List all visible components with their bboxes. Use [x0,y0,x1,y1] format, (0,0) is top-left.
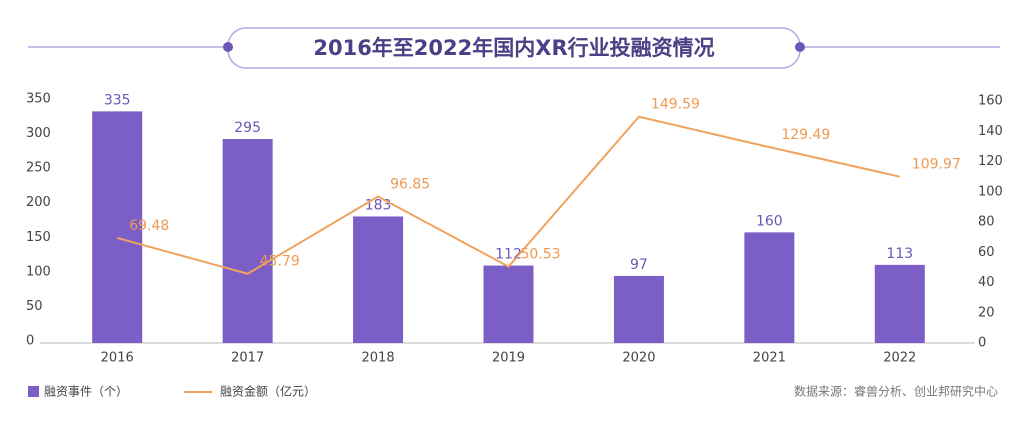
y-tick-label: 350 [26,92,51,107]
bar [613,275,664,343]
legend-label: 融资金额（亿元） [220,384,316,399]
x-tick-label: 2021 [753,351,786,366]
source: 数据来源：睿兽分析、创业邦研究中心 [794,384,998,399]
y-tick-label: 150 [26,230,51,245]
bar [874,264,925,343]
legend-label: 融资事件（个） [44,385,128,399]
legend-swatch [28,386,39,397]
x-tick-label: 2019 [492,351,525,366]
y2-tick-label: 0 [978,336,986,351]
bar [222,139,273,343]
chart-title: 2016年至2022年国内XR行业投融资情况 [313,36,714,60]
y2-tick-label: 40 [978,275,995,290]
bar [353,216,404,343]
x-tick-label: 2020 [622,351,655,366]
y-tick-label: 250 [26,161,51,176]
line-value-label: 109.97 [912,157,961,173]
bar [92,111,143,343]
x-tick-label: 2016 [101,351,134,366]
bar-value-label: 335 [104,92,131,108]
x-tick-label: 2017 [231,351,264,366]
y2-tick-label: 20 [978,305,995,320]
bar-value-label: 97 [630,257,648,273]
line [116,115,901,275]
y2-tick-label: 160 [978,94,1003,109]
y-tick-label: 50 [26,299,43,314]
line-value-label: 69.48 [129,218,169,234]
line-value-label: 129.49 [781,127,830,143]
line-value-label: 45.79 [260,254,300,270]
bar-value-label: 160 [756,213,783,229]
x-tick-label: 2022 [883,351,916,366]
bar [744,232,795,343]
x-tick-label: 2018 [362,351,395,366]
line-value-label: 149.59 [651,97,700,113]
bar [483,265,534,343]
y2-tick-label: 60 [978,245,995,260]
bar-value-label: 295 [234,120,261,136]
line-value-label: 96.85 [390,177,430,193]
bar-value-label: 113 [886,246,913,262]
y2-tick-label: 80 [978,215,995,230]
y2-tick-label: 140 [978,124,1003,139]
y-tick-label: 100 [26,264,51,279]
y-tick-label: 0 [26,334,34,349]
y2-tick-label: 100 [978,184,1003,199]
y-tick-label: 200 [26,195,51,210]
line-value-label: 50.53 [521,247,561,263]
y2-tick-label: 120 [978,154,1003,169]
bar-value-label: 183 [365,197,392,213]
banner-dot [795,42,805,52]
y-tick-label: 300 [26,126,51,141]
banner-dot [223,42,233,52]
